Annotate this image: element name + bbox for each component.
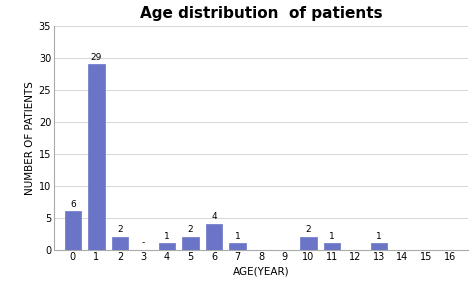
Bar bbox=[229, 243, 246, 250]
Bar bbox=[206, 224, 222, 250]
Bar bbox=[159, 243, 175, 250]
Text: 29: 29 bbox=[91, 53, 102, 62]
Bar bbox=[182, 237, 199, 250]
Text: 1: 1 bbox=[235, 232, 240, 241]
Text: 2: 2 bbox=[117, 225, 123, 234]
Title: Age distribution  of patients: Age distribution of patients bbox=[140, 6, 383, 21]
Text: 1: 1 bbox=[329, 232, 335, 241]
Bar bbox=[112, 237, 128, 250]
Text: -: - bbox=[142, 238, 145, 247]
Bar bbox=[371, 243, 387, 250]
Y-axis label: NUMBER OF PATIENTS: NUMBER OF PATIENTS bbox=[25, 81, 35, 195]
Bar bbox=[324, 243, 340, 250]
X-axis label: AGE(YEAR): AGE(YEAR) bbox=[233, 266, 290, 276]
Bar bbox=[88, 64, 105, 250]
Text: 6: 6 bbox=[70, 200, 76, 209]
Text: 1: 1 bbox=[376, 232, 382, 241]
Text: 4: 4 bbox=[211, 212, 217, 221]
Text: 2: 2 bbox=[305, 225, 311, 234]
Bar bbox=[64, 211, 81, 250]
Text: 2: 2 bbox=[188, 225, 193, 234]
Text: 1: 1 bbox=[164, 232, 170, 241]
Bar bbox=[300, 237, 317, 250]
